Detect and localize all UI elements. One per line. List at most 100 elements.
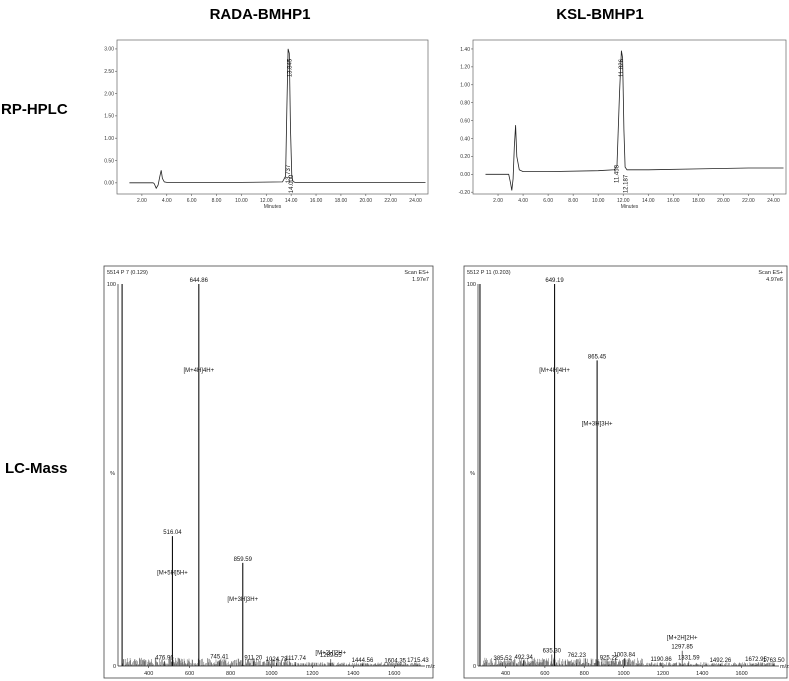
x-tick-label: 22.00 [742, 198, 755, 204]
y-top-label: 100 [467, 282, 476, 288]
peak-mz-label: 635.30 [543, 649, 562, 655]
y-tick-label: 1.00 [460, 83, 470, 89]
ion-annotation: [M+2H]2H+ [667, 635, 698, 641]
peak-mz-label: 1672.95 [745, 657, 767, 663]
x-tick-label: 8.00 [212, 198, 222, 204]
x-tick-label: 24.00 [767, 198, 780, 204]
column-title-rada: RADA-BMHP1 [209, 6, 311, 23]
x-tick-label: 6.00 [543, 198, 553, 204]
x-axis-label: Minutes [264, 204, 282, 210]
y-tick-label: 2.50 [104, 69, 114, 75]
x-tick-label: 12.00 [617, 198, 630, 204]
spectrum-header-right: Scan ES+ [758, 270, 783, 276]
peak-mz-label: 1715.43 [407, 658, 429, 664]
y-tick-label: 2.00 [104, 91, 114, 97]
y-tick-label: 0.00 [460, 172, 470, 178]
peak-label: 11.826 [619, 58, 625, 77]
chart-hplc-rada: 3.00 2.50 2.00 1.50 1.00 0.50 0.00 2.00 4.00 6.00… [104, 39, 429, 210]
x-tick-label: 18.00 [692, 198, 705, 204]
x-tick-label: 20.00 [360, 198, 373, 204]
y-bottom-label: 0 [113, 664, 116, 670]
peak-mz-label: 476.96 [155, 655, 174, 661]
spectrum-header-left: 5512 P 11 (0.203) [467, 270, 511, 276]
x-tick-label: 14.00 [285, 198, 298, 204]
y-tick-label: 0.00 [104, 181, 114, 187]
x-tick-label: 22.00 [384, 198, 397, 204]
x-tick-label: 600 [540, 671, 549, 677]
peak-mz-label: 1604.35 [384, 658, 406, 664]
y-tick-label: 0.60 [460, 118, 470, 124]
peak-mz-label: 859.59 [234, 557, 253, 563]
peak-mz-label: 911.20 [244, 655, 263, 661]
peak-mz-label: 762.23 [568, 653, 587, 659]
y-tick-label: -0.20 [459, 190, 471, 196]
x-tick-label: 24.00 [409, 198, 422, 204]
x-tick-label: 2.00 [493, 198, 503, 204]
peak-mz-label: 865.45 [588, 354, 607, 360]
peak-mz-label: 925.22 [600, 655, 619, 661]
noise-baseline [481, 657, 775, 666]
peak-mz-label: 1297.85 [671, 645, 693, 651]
ion-annotation: [M+5H]5H+ [157, 570, 188, 576]
y-tick-label: 0.80 [460, 100, 470, 106]
x-tick-label: 2.00 [137, 198, 147, 204]
x-tick-label: 1600 [388, 671, 400, 677]
peak-mz-label: 649.19 [545, 278, 564, 284]
x-tick-label: 1200 [657, 671, 669, 677]
ion-annotation: [M+4H]4H+ [539, 368, 570, 374]
chart-ms-rada: 5514 P 7 (0.129) Scan ES+1.97e7 100% 0 400 60… [103, 265, 435, 679]
y-tick-label: 0.20 [460, 154, 470, 160]
y-tick-label: 3.00 [104, 47, 114, 53]
peak-label: 11.458 [614, 164, 620, 183]
x-tick-label: 16.00 [667, 198, 680, 204]
peak-mz-label: 1003.84 [613, 652, 635, 658]
y-tick-label: 1.40 [460, 47, 470, 53]
peak-mz-label: 1117.74 [285, 656, 306, 662]
x-tick-label: 800 [226, 671, 235, 677]
peak-mz-label: 1190.86 [651, 657, 673, 663]
x-tick-label: 1000 [617, 671, 629, 677]
y-tick-label: 1.50 [104, 114, 114, 120]
x-unit-label: m/z [780, 664, 789, 670]
chart-ms-ksl: 5512 P 11 (0.203) Scan ES+4.97e6 100% 0 400 6… [463, 265, 789, 679]
y-top-label: 100 [107, 282, 116, 288]
column-title-ksl: KSL-BMHP1 [556, 6, 644, 23]
spectrum-frame [103, 265, 434, 679]
y-tick-label: 1.20 [460, 65, 470, 71]
spectrum-header-right2: 4.97e6 [766, 277, 783, 283]
x-unit-label: m/z [426, 664, 435, 670]
plot-frame [472, 39, 787, 195]
peak-mz-label: 644.86 [190, 278, 209, 284]
peak-label: 13.845 [287, 58, 293, 77]
chromatogram-trace [485, 50, 784, 191]
x-tick-label: 1000 [265, 671, 277, 677]
peak-label: 13.737 [286, 164, 292, 183]
peak-mz-label: 1289.55 [320, 653, 342, 659]
peak-mz-label: 1763.50 [763, 658, 785, 664]
x-axis-label: Minutes [621, 204, 639, 210]
x-tick-label: 12.00 [260, 198, 273, 204]
spectrum-header-right2: 1.97e7 [412, 277, 429, 283]
x-tick-label: 1600 [735, 671, 747, 677]
peak-mz-label: 1492.26 [710, 658, 732, 664]
plot-frame [116, 39, 429, 195]
x-tick-label: 4.00 [162, 198, 172, 204]
peak-mz-label: 745.41 [210, 654, 229, 660]
x-tick-label: 18.00 [335, 198, 348, 204]
row-label-rp-hplc: RP-HPLC [1, 101, 68, 118]
x-tick-label: 400 [144, 671, 153, 677]
chart-hplc-ksl: 1.40 1.20 1.00 0.80 0.60 0.40 0.20 0.00 -0.20 2.0… [459, 39, 787, 210]
x-tick-label: 1400 [347, 671, 359, 677]
y-tick-label: 0.40 [460, 136, 470, 142]
peak-mz-label: 1444.56 [352, 658, 374, 664]
x-tick-label: 400 [501, 671, 510, 677]
ion-annotation: [M+4H]4H+ [183, 368, 214, 374]
x-tick-label: 8.00 [568, 198, 578, 204]
x-tick-label: 10.00 [592, 198, 605, 204]
y-tick-label: 0.50 [104, 158, 114, 164]
y-bottom-label: 0 [473, 664, 476, 670]
x-tick-label: 10.00 [235, 198, 248, 204]
ion-annotation: [M+3H]3H+ [582, 421, 613, 427]
peak-label: 14.000 [289, 174, 295, 193]
